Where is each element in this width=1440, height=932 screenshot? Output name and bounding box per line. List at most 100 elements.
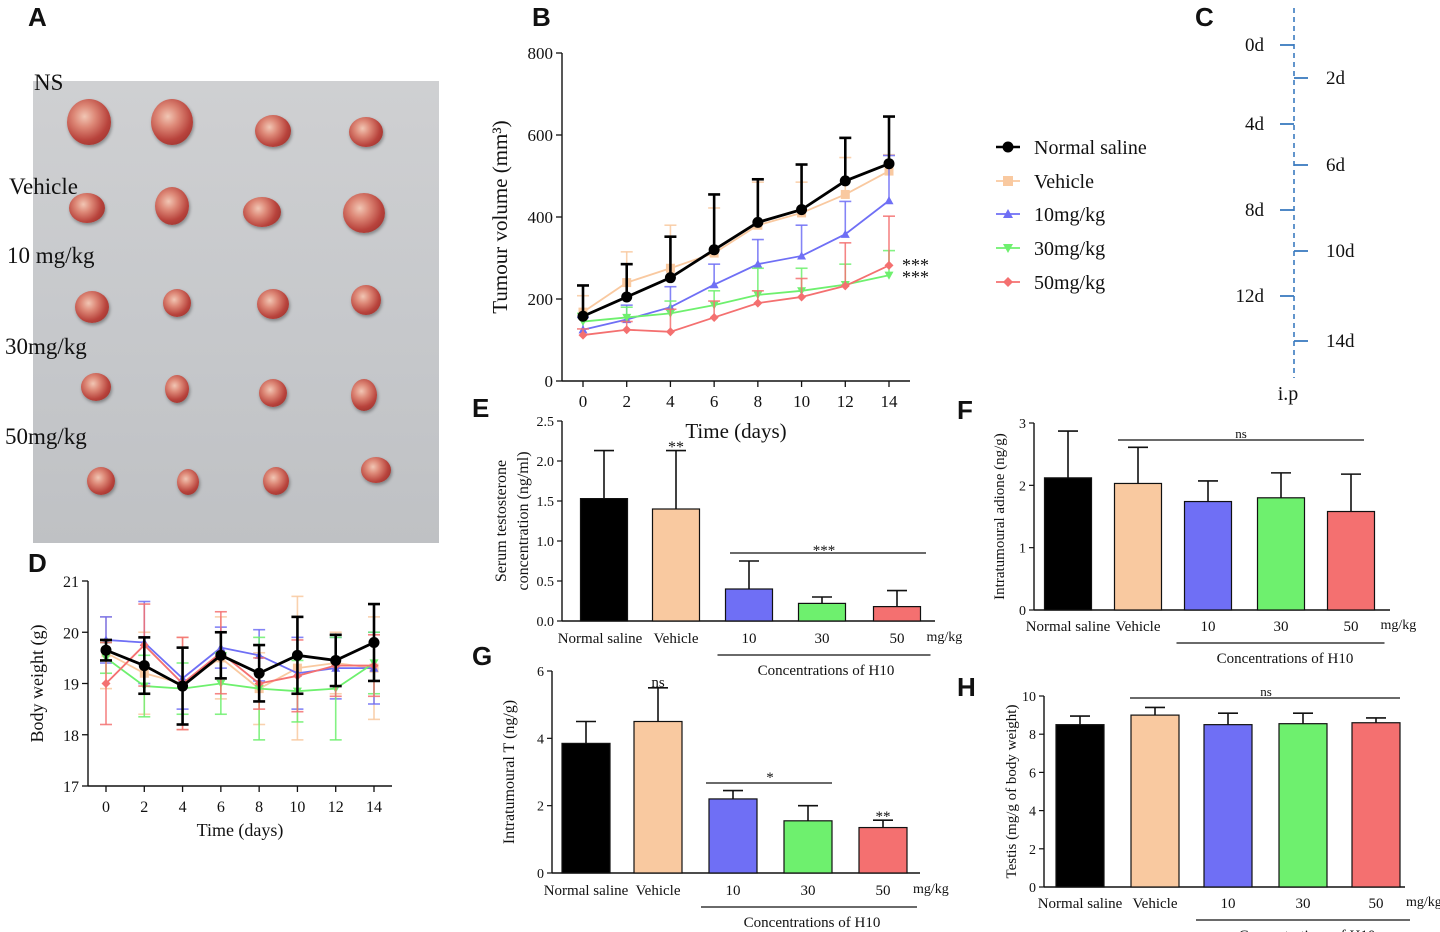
series-line-vehicle: [105, 651, 375, 690]
series-line-vehicle: [582, 170, 890, 313]
tumor: [255, 115, 291, 147]
tumor: [257, 289, 289, 319]
data-point: [331, 663, 341, 672]
data-point: [665, 327, 675, 337]
tumor: [349, 117, 383, 147]
tumor: [75, 291, 109, 323]
tumor: [151, 99, 193, 145]
y-axis-label-line: Serum testosterone: [493, 460, 510, 582]
panel-letter-a: A: [28, 2, 47, 32]
timeline-caption: i.p: [1278, 383, 1299, 405]
y-tick-label: 1: [1019, 542, 1026, 557]
x-tick-label: 14: [366, 799, 382, 816]
data-point: [753, 220, 763, 230]
data-point: [797, 208, 807, 218]
tumor: [163, 289, 191, 317]
y-tick-label: 200: [528, 290, 554, 309]
data-point: [578, 325, 588, 334]
y-tick-label: 0: [1029, 881, 1036, 896]
legend-label: 10mg/kg: [1034, 204, 1105, 226]
tumor: [351, 379, 377, 411]
data-point: [884, 271, 894, 280]
x-category-label: Vehicle: [654, 631, 699, 647]
x-category-label: 30: [1296, 896, 1311, 912]
panel-letter-b: B: [532, 2, 551, 32]
tumor: [69, 193, 105, 223]
series-line-normal-saline: [105, 641, 375, 688]
panel-letter-f: F: [957, 395, 973, 425]
unit-label: mg/kg: [927, 630, 963, 645]
x-category-label: 10: [1201, 619, 1216, 635]
data-point: [292, 687, 302, 696]
data-point: [331, 661, 341, 671]
bar-30: [783, 820, 833, 874]
group-label: Concentrations of H10: [744, 915, 881, 931]
data-point: [254, 679, 264, 688]
data-point: [292, 671, 302, 681]
data-point: [665, 309, 675, 318]
significance-marker: **: [668, 439, 684, 456]
legend-marker: [1002, 141, 1014, 153]
x-axis-label: Time (days): [197, 820, 284, 841]
y-tick-label: 3: [1019, 417, 1026, 432]
bar-50: [1351, 722, 1401, 888]
tumor: [67, 99, 111, 145]
data-point: [621, 291, 633, 303]
data-point: [216, 679, 226, 688]
y-axis-label: Intratumoural adione (ng/g): [992, 433, 1008, 600]
bar-normal-saline: [561, 742, 611, 874]
x-category-label: Vehicle: [636, 883, 681, 899]
data-point: [254, 684, 264, 694]
data-point: [578, 307, 588, 317]
x-tick-label: 0: [579, 392, 588, 411]
x-tick-label: 6: [217, 799, 225, 816]
data-point: [253, 667, 265, 679]
tumor: [259, 379, 287, 407]
x-category-label: Vehicle: [1133, 896, 1178, 912]
y-tick-label: 19: [63, 677, 79, 694]
y-tick-label: 0: [1019, 604, 1026, 619]
x-tick-label: 14: [881, 392, 899, 411]
group-label: Concentrations of H10: [758, 663, 895, 679]
y-tick-label: 18: [63, 728, 79, 745]
x-tick-label: 4: [179, 799, 187, 816]
x-category-label: 50: [1369, 896, 1384, 912]
panel-letter-c: C: [1195, 2, 1214, 32]
data-point: [884, 166, 894, 176]
data-point: [292, 668, 302, 677]
y-tick-label: 4: [537, 732, 544, 747]
y-tick-label: 20: [63, 625, 79, 642]
bar-10: [708, 798, 758, 874]
data-point: [840, 281, 850, 290]
bar-50: [858, 826, 908, 874]
series-line-normal-saline: [582, 162, 890, 318]
y-tick-label: 2.0: [537, 455, 555, 470]
panel-letter-e: E: [472, 393, 490, 423]
bar-10: [1183, 500, 1233, 611]
significance-marker: **: [876, 809, 891, 825]
data-point: [709, 248, 719, 258]
data-point: [839, 175, 851, 187]
series-line-50mg-kg: [105, 643, 374, 685]
data-point: [884, 196, 894, 205]
x-category-label: Normal saline: [1026, 619, 1111, 635]
data-point: [215, 649, 227, 661]
data-point: [101, 654, 111, 663]
bar-vehicle: [1113, 482, 1163, 611]
tumor: [263, 467, 289, 495]
panel-letter-g: G: [472, 641, 493, 671]
data-point: [100, 644, 112, 656]
data-point: [796, 204, 808, 216]
data-point: [292, 663, 302, 673]
data-point: [577, 310, 589, 322]
y-axis-label: Tumour volume (mm³): [488, 120, 512, 313]
bar-50: [872, 605, 922, 622]
y-tick-label: 10: [1022, 690, 1036, 705]
x-tick-label: 8: [255, 799, 263, 816]
data-point: [797, 251, 807, 260]
legend-marker: [1003, 244, 1013, 253]
data-point: [101, 648, 111, 658]
tumor: [243, 197, 281, 227]
data-point: [753, 259, 763, 268]
y-tick-label: 21: [63, 574, 79, 591]
